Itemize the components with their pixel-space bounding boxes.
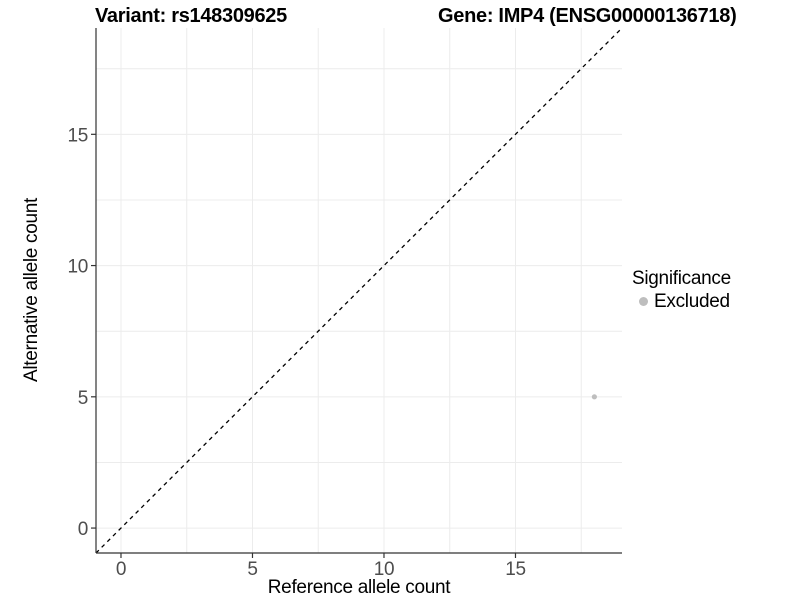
gene-title: Gene: IMP4 (ENSG00000136718) <box>438 5 737 27</box>
legend: Significance Excluded <box>632 267 731 313</box>
y-axis-title: Alternative allele count <box>21 198 42 382</box>
x-tick-label: 5 <box>247 559 257 580</box>
y-tick-label: 5 <box>78 388 88 409</box>
legend-title: Significance <box>632 268 731 289</box>
legend-item-excluded: Excluded <box>632 290 731 313</box>
y-tick-label: 10 <box>67 257 88 278</box>
variant-title: Variant: rs148309625 <box>95 5 287 27</box>
x-tick-label: 0 <box>116 559 126 580</box>
legend-item-label: Excluded <box>654 291 730 312</box>
data-point <box>591 394 597 400</box>
y-tick-label: 0 <box>78 519 88 540</box>
legend-point-circle-icon <box>639 297 648 306</box>
x-tick-label: 15 <box>505 559 526 580</box>
y-tick-label: 15 <box>67 125 88 146</box>
x-axis-title: Reference allele count <box>267 577 451 598</box>
identity-dashed-line <box>95 27 623 554</box>
x-tick-label: 10 <box>374 559 395 580</box>
